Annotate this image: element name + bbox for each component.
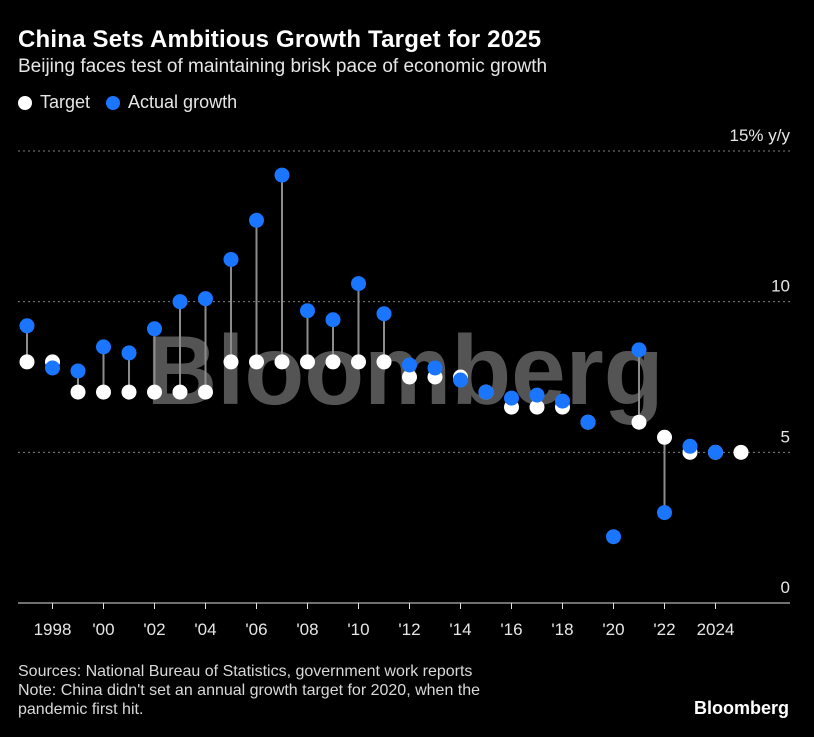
actual-point [453, 372, 468, 388]
target-point [121, 384, 137, 400]
legend-item-actual: Actual growth [106, 92, 237, 113]
actual-point [96, 339, 111, 355]
x-tick-label: 2024 [697, 620, 735, 639]
actual-point [402, 357, 417, 373]
target-point [733, 444, 749, 460]
actual-point [478, 384, 494, 400]
actual-point [682, 438, 698, 454]
target-point [274, 354, 290, 370]
legend-actual-dot [106, 95, 121, 110]
legend-item-target: Target [18, 92, 90, 113]
x-tick-label: '18 [551, 620, 573, 639]
actual-series [19, 167, 723, 545]
actual-point [249, 212, 264, 228]
actual-point [606, 529, 621, 545]
note-line-1: Note: China didn't set an annual growth … [18, 682, 481, 699]
actual-point [45, 360, 60, 376]
x-tick-label: '04 [194, 620, 216, 639]
legend-target-dot [18, 95, 32, 110]
actual-point [300, 303, 315, 319]
note-line-2: pandemic first hit. [18, 701, 144, 718]
target-point [529, 399, 545, 415]
actual-point [555, 393, 570, 409]
actual-point [427, 360, 443, 376]
actual-point [325, 312, 341, 328]
x-tick-label: '20 [602, 620, 624, 639]
actual-point [147, 321, 162, 337]
target-point [198, 384, 213, 400]
actual-point [580, 414, 596, 430]
y-tick-label: 10 [771, 277, 790, 296]
x-tick-label: '16 [500, 620, 522, 639]
sources-note: Sources: National Bureau of Statistics, … [18, 663, 473, 680]
target-point [249, 354, 264, 370]
x-tick-label: '08 [296, 620, 318, 639]
actual-point [223, 251, 239, 267]
actual-point [504, 390, 519, 406]
actual-point [657, 505, 672, 521]
bloomberg-logo: Bloomberg [693, 698, 789, 718]
target-point [147, 384, 162, 400]
x-tick-label: '10 [347, 620, 369, 639]
target-point [657, 429, 672, 445]
legend-actual-label: Actual growth [128, 92, 238, 112]
legend-target-label: Target [40, 92, 91, 112]
actual-point [529, 387, 545, 403]
actual-point [19, 318, 35, 334]
target-point [351, 354, 366, 370]
target-point [376, 354, 392, 370]
actual-point [708, 444, 723, 460]
x-tick-label: '22 [653, 620, 675, 639]
target-point [172, 384, 188, 400]
y-tick-label: 15% y/y [730, 126, 791, 145]
x-tick-label: '02 [143, 620, 165, 639]
actual-point [121, 345, 137, 361]
target-point [325, 354, 341, 370]
x-axis: 1998 '00 '02 '04 '06 '08 '10 '12 '14 '16 '18 '20 '22… [34, 603, 735, 639]
legend: Target Actual growth [18, 92, 253, 113]
target-point [631, 414, 647, 430]
y-axis: 15% y/y 10 5 0 [730, 126, 791, 597]
x-tick-label: '06 [245, 620, 267, 639]
actual-point [172, 294, 188, 310]
x-tick-label: '12 [398, 620, 420, 639]
footnotes: Sources: National Bureau of Statistics, … [18, 662, 480, 719]
x-tick-label: '14 [449, 620, 471, 639]
actual-point [631, 342, 647, 358]
target-point [223, 354, 239, 370]
target-point [96, 384, 111, 400]
y-tick-label: 5 [781, 427, 790, 446]
x-tick-label: '00 [92, 620, 114, 639]
actual-point [198, 291, 213, 307]
target-point [402, 369, 417, 385]
x-tick-label: 1998 [34, 620, 72, 639]
actual-point [376, 306, 392, 322]
actual-point [274, 167, 290, 183]
chart-title: China Sets Ambitious Growth Target for 2… [18, 26, 542, 53]
chart-subtitle: Beijing faces test of maintaining brisk … [18, 56, 548, 77]
y-tick-label: 0 [781, 578, 790, 597]
target-point [300, 354, 315, 370]
grid-lines [18, 150, 790, 453]
target-point [19, 354, 35, 370]
target-point [70, 384, 86, 400]
actual-point [351, 276, 366, 292]
actual-point [70, 363, 86, 379]
